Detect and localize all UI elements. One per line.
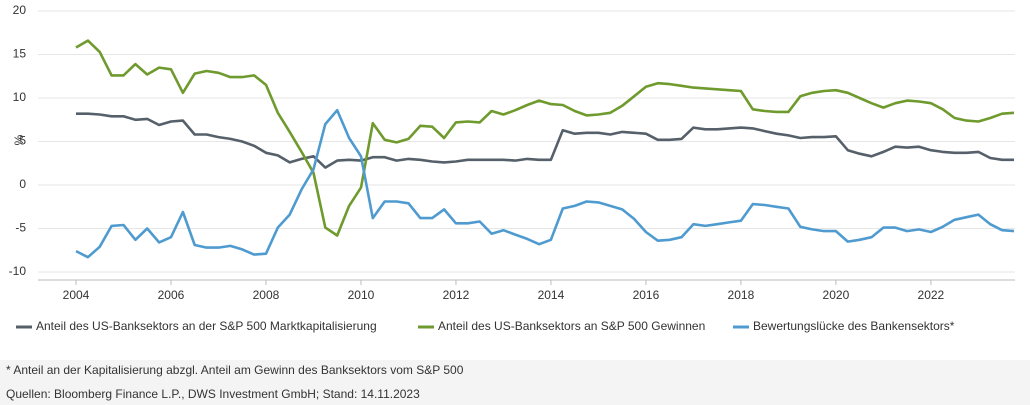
y-tick-label: 20	[13, 3, 27, 17]
legend-label: Anteil des US-Banksektors an der S&P 500…	[36, 319, 377, 333]
y-tick-label: 10	[13, 90, 27, 104]
series-line	[75, 108, 1015, 259]
series-line	[75, 39, 1015, 237]
x-tick-label: 2014	[538, 288, 565, 302]
x-tick-label: 2012	[443, 288, 470, 302]
x-tick-label: 2018	[728, 288, 755, 302]
series-line	[76, 112, 1014, 169]
x-tick-label: 2016	[633, 288, 660, 302]
x-tick-label: 2010	[348, 288, 375, 302]
x-tick-label: 2020	[823, 288, 850, 302]
y-tick-label: 0	[19, 177, 26, 191]
legend-label: Bewertungslücke des Bankensektors*	[753, 319, 955, 333]
footer-band	[0, 360, 1030, 405]
x-tick-label: 2006	[158, 288, 185, 302]
source: Quellen: Bloomberg Finance L.P., DWS Inv…	[6, 387, 420, 401]
x-tick-label: 2022	[918, 288, 945, 302]
footnote: * Anteil an der Kapitalisierung abzgl. A…	[6, 363, 464, 377]
x-tick-label: 2008	[253, 288, 280, 302]
x-tick-label: 2004	[63, 288, 90, 302]
y-tick-label: 15	[13, 47, 27, 61]
y-tick-label: -10	[9, 264, 27, 278]
y-tick-label: -5	[15, 221, 26, 235]
y-tick-label: 5	[19, 134, 26, 148]
y-axis-label: %	[12, 134, 26, 145]
legend-label: Anteil des US-Banksektors an S&P 500 Gew…	[438, 319, 705, 333]
